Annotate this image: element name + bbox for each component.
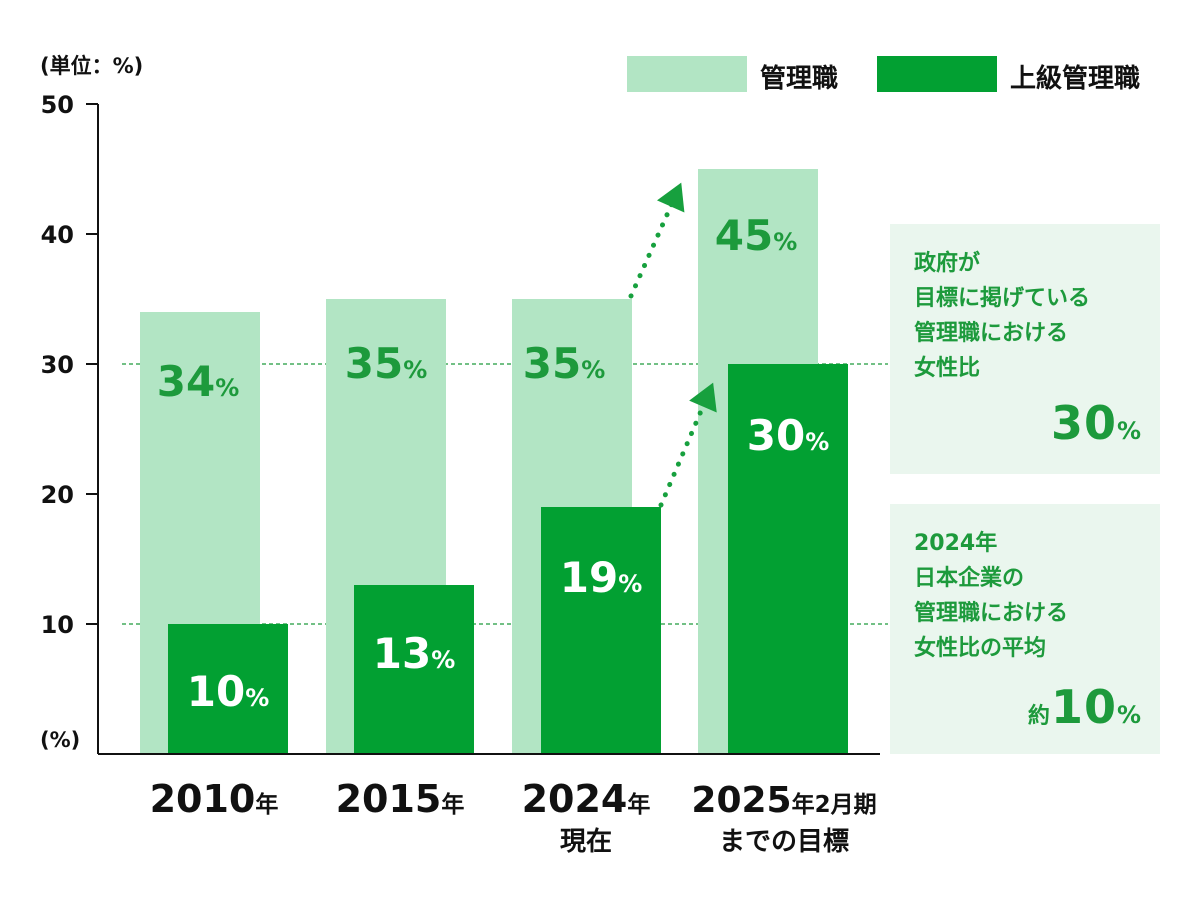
x-tick-label-3: 2025年2月期 bbox=[691, 780, 876, 821]
data-label-manager-1: 35% bbox=[345, 339, 428, 388]
callout-average-value: 約10% bbox=[1028, 680, 1142, 734]
bar-senior-3 bbox=[728, 364, 848, 754]
x-tick-label-0: 2010年 bbox=[150, 777, 279, 821]
legend-label-senior: 上級管理職 bbox=[1010, 64, 1141, 94]
callout-government-pct: % bbox=[1116, 417, 1142, 445]
data-label-senior-0: 10% bbox=[187, 667, 270, 716]
y-axis-unit: (%) bbox=[40, 728, 81, 752]
y-tick-label-50: 50 bbox=[41, 91, 74, 119]
legend-label-manager: 管理職 bbox=[760, 64, 839, 94]
data-label-senior-3: 30% bbox=[747, 411, 830, 460]
trend-arrow-senior-line bbox=[658, 387, 713, 508]
y-tick-label-10: 10 bbox=[41, 611, 74, 639]
legend-swatch-manager bbox=[627, 56, 747, 92]
callout-average-prefix: 約 bbox=[1027, 704, 1051, 729]
x-tick-sublabel-2: 現在 bbox=[560, 827, 612, 857]
callout-average-text: 2024年 日本企業の 管理職における 女性比の平均 bbox=[914, 531, 1069, 661]
callout-government-text: 政府が 目標に掲げている 管理職における 女性比 bbox=[914, 251, 1091, 381]
data-label-manager-0: 34% bbox=[157, 357, 240, 406]
trend-arrow-manager-line bbox=[628, 187, 681, 299]
legend-swatch-senior bbox=[877, 56, 997, 92]
trend-arrow-senior-head bbox=[689, 382, 717, 413]
callout-government-number: 30 bbox=[1050, 396, 1117, 450]
unit-label: (単位：%) bbox=[40, 54, 144, 78]
callout-average-number: 10 bbox=[1050, 680, 1117, 734]
x-tick-label-2: 2024年 bbox=[522, 777, 651, 821]
callout-average: 2024年 日本企業の 管理職における 女性比の平均 約10% bbox=[890, 504, 1160, 754]
data-label-senior-2: 19% bbox=[560, 553, 643, 602]
data-label-manager-2: 35% bbox=[523, 339, 606, 388]
callout-government-target: 政府が 目標に掲げている 管理職における 女性比 30% bbox=[890, 224, 1160, 474]
y-tick-label-30: 30 bbox=[41, 351, 74, 379]
x-tick-sublabel-3: までの目標 bbox=[719, 827, 849, 857]
y-tick-label-20: 20 bbox=[41, 481, 74, 509]
bar-senior-2 bbox=[541, 507, 661, 754]
bar-senior-0 bbox=[168, 624, 288, 754]
data-label-senior-1: 13% bbox=[373, 629, 456, 678]
callout-average-pct: % bbox=[1116, 701, 1142, 729]
legend: 管理職 上級管理職 bbox=[627, 56, 1187, 94]
data-label-manager-3: 45% bbox=[715, 211, 798, 260]
y-tick-label-40: 40 bbox=[41, 221, 74, 249]
callout-government-value: 30% bbox=[1051, 396, 1142, 450]
trend-arrow-manager-head bbox=[656, 182, 685, 213]
bar-senior-1 bbox=[354, 585, 474, 754]
x-tick-label-1: 2015年 bbox=[336, 777, 465, 821]
